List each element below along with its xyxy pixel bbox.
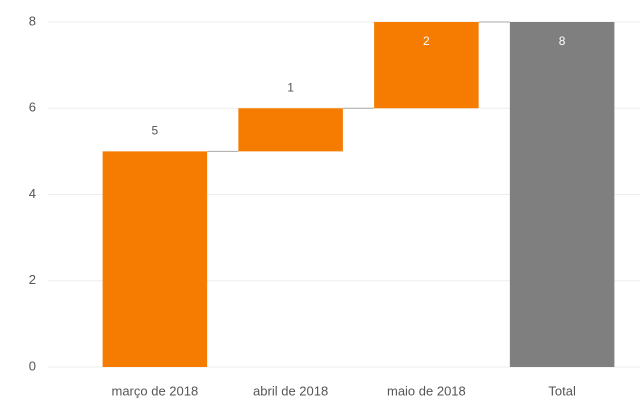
- y-tick-label: 2: [29, 272, 36, 287]
- data-label: 5: [152, 124, 159, 138]
- y-tick-label: 8: [29, 13, 36, 28]
- bar: [102, 151, 208, 367]
- y-tick-label: 4: [29, 186, 36, 201]
- y-tick-label: 6: [29, 100, 36, 115]
- data-label: 2: [423, 34, 430, 48]
- bar: [374, 22, 479, 109]
- data-label: 8: [559, 34, 566, 48]
- data-label: 1: [287, 80, 294, 94]
- bar: [238, 108, 343, 152]
- x-tick-label: abril de 2018: [253, 383, 328, 398]
- x-tick-label: maio de 2018: [387, 383, 466, 398]
- x-tick-label: Total: [548, 383, 576, 398]
- x-tick-label: março de 2018: [112, 383, 199, 398]
- bar: [509, 22, 615, 367]
- y-tick-label: 0: [29, 358, 36, 373]
